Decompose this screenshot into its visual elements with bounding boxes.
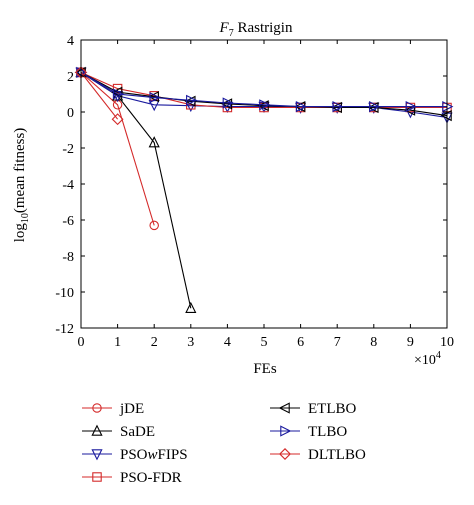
- data-point-tlbo: [295, 101, 308, 113]
- x-tick-label: 7: [334, 335, 341, 350]
- data-point-sade: [148, 136, 160, 148]
- series-line-dltlbo: [80, 72, 119, 120]
- data-point-tlbo: [405, 101, 417, 113]
- x-tick-label: 8: [370, 335, 377, 350]
- legend-label: SaDE: [120, 424, 155, 440]
- y-tick-label: -2: [62, 142, 74, 157]
- legend-marker: [279, 448, 291, 460]
- legend-item-pso-fdr: PSO-FDR: [82, 470, 182, 486]
- legend-label: ETLBO: [308, 401, 356, 417]
- x-tick-label: 10: [440, 335, 454, 350]
- series-etlbo: [74, 66, 452, 122]
- x-axis-multiplier: ×104: [414, 350, 441, 368]
- data-point-etlbo: [403, 104, 416, 116]
- x-axis-label: FEs: [253, 361, 277, 377]
- data-point-tlbo: [259, 99, 271, 111]
- legend-marker: [91, 424, 103, 436]
- data-point-jde: [149, 220, 159, 231]
- y-tick-label: -8: [62, 250, 74, 265]
- data-point-tlbo: [332, 101, 344, 113]
- y-tick-label: 0: [67, 106, 74, 121]
- x-tick-label: 1: [114, 335, 121, 350]
- legend-marker: [278, 402, 290, 414]
- series-sade: [75, 65, 197, 313]
- legend-item-etlbo: ETLBO: [270, 401, 356, 417]
- data-point-tlbo: [369, 101, 381, 113]
- legend-item-jde: jDE: [82, 401, 144, 417]
- y-tick-label: -4: [62, 178, 74, 193]
- series-tlbo: [76, 66, 454, 113]
- series-line-sade: [80, 71, 192, 309]
- legend-marker: [280, 425, 292, 437]
- legend-label: DLTLBO: [308, 447, 366, 463]
- data-point-sade: [185, 301, 197, 313]
- legend-marker: [91, 449, 103, 461]
- axes: 0 1 2 3 4 5 6 7 8 9 10 4 2 0 -2 -4 -6 -8 -10 -12: [55, 34, 454, 350]
- legend: jDE SaDE PSOwFIPS PSO-FDR ETLBO TLBO DLTLBO: [82, 401, 366, 486]
- legend-label: TLBO: [308, 424, 347, 440]
- x-tick-label: 2: [151, 335, 158, 350]
- y-tick-label: -6: [62, 214, 74, 229]
- x-tick-label: 6: [297, 335, 304, 350]
- legend-item-sade: SaDE: [82, 424, 155, 440]
- legend-marker: [92, 403, 102, 413]
- legend-item-dltlbo: DLTLBO: [270, 447, 366, 463]
- y-tick-label: 4: [67, 34, 74, 49]
- legend-label: PSOwFIPS: [120, 447, 188, 463]
- data-point-tlbo: [222, 97, 234, 109]
- legend-item-psowfips: PSOwFIPS: [82, 447, 188, 463]
- legend-label: jDE: [119, 401, 144, 417]
- y-axis-label: log10(mean fitness): [12, 128, 31, 243]
- x-tick-label: 5: [261, 335, 268, 350]
- data-point-dltlbo: [111, 113, 124, 126]
- plot-marks: [74, 65, 454, 313]
- legend-marker: [92, 472, 102, 482]
- data-point-tlbo: [149, 92, 161, 104]
- series-line-etlbo: [80, 71, 448, 117]
- data-point-tlbo: [112, 88, 125, 100]
- x-tick-label: 9: [407, 335, 414, 350]
- legend-label: PSO-FDR: [120, 470, 182, 486]
- y-tick-label: -10: [55, 286, 74, 301]
- data-point-etlbo: [111, 86, 123, 98]
- y-tick-label: -12: [55, 322, 74, 337]
- x-tick-label: 3: [187, 335, 194, 350]
- x-tick-label: 4: [224, 335, 231, 350]
- x-tick-label: 0: [78, 335, 85, 350]
- legend-item-tlbo: TLBO: [270, 424, 347, 440]
- series-line-psowfips: [80, 71, 448, 118]
- chart-title: F7 Rastrigin: [219, 20, 293, 39]
- y-tick-label: 2: [67, 70, 74, 85]
- plot-frame: [80, 39, 448, 329]
- series-line-jde: [80, 71, 155, 226]
- data-point-tlbo: [186, 94, 198, 106]
- series-line-tlbo: [80, 71, 447, 108]
